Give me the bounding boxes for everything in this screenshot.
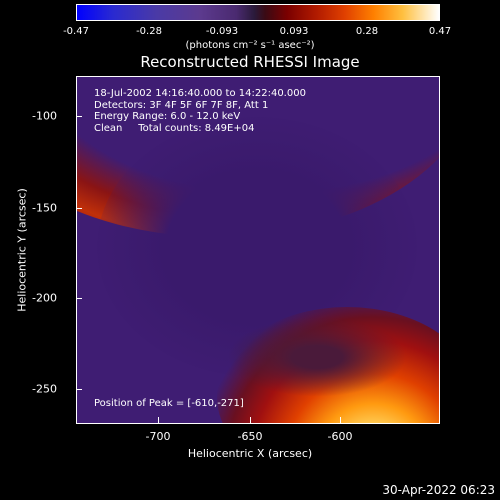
- y-tick-label: -100: [32, 109, 57, 123]
- x-tick-mark: [340, 417, 341, 423]
- colorbar-tick: 0.47: [428, 26, 452, 37]
- colorbar: [76, 4, 440, 21]
- x-tick-mark: [158, 417, 159, 423]
- x-axis-label: Heliocentric X (arcsec): [187, 447, 313, 460]
- x-tick-label: -700: [145, 430, 171, 443]
- colorbar-tick: -0.093: [205, 26, 239, 37]
- y-tick-label: -150: [32, 201, 57, 215]
- y-axis-label: Heliocentric Y (arcsec): [15, 188, 29, 312]
- x-tick-label: -600: [327, 430, 353, 443]
- colorbar-tick: -0.47: [63, 26, 89, 37]
- colorbar-tick: -0.28: [136, 26, 162, 37]
- x-tick-mark: [250, 417, 251, 423]
- image-title: Reconstructed RHESSI Image: [140, 53, 360, 71]
- colorbar-tick: 0.28: [355, 26, 379, 37]
- energy-range: Energy Range: 6.0 - 12.0 keV: [94, 111, 241, 122]
- y-tick-mark: [76, 389, 82, 390]
- clean-counts: Clean Total counts: 8.49E+04: [94, 122, 255, 134]
- y-tick-mark: [76, 298, 82, 299]
- colorbar-unit: (photons cm⁻² s⁻¹ asec⁻²): [185, 40, 315, 51]
- dark-gap: [227, 317, 407, 397]
- x-tick-label: -650: [237, 430, 263, 443]
- colorbar-tick: 0.093: [279, 26, 309, 37]
- y-tick-label: -200: [32, 291, 57, 305]
- y-tick-mark: [76, 208, 82, 209]
- rhessi-image: [76, 76, 440, 424]
- y-tick-mark: [76, 116, 82, 117]
- y-tick-label: -250: [32, 382, 57, 396]
- detectors-info: Detectors: 3F 4F 5F 6F 7F 8F, Att 1: [94, 99, 269, 111]
- peak-position: Position of Peak = [-610,-271]: [94, 398, 244, 409]
- time-range: 18-Jul-2002 14:16:40.000 to 14:22:40.000: [94, 88, 306, 99]
- timestamp: 30-Apr-2022 06:23: [382, 483, 495, 497]
